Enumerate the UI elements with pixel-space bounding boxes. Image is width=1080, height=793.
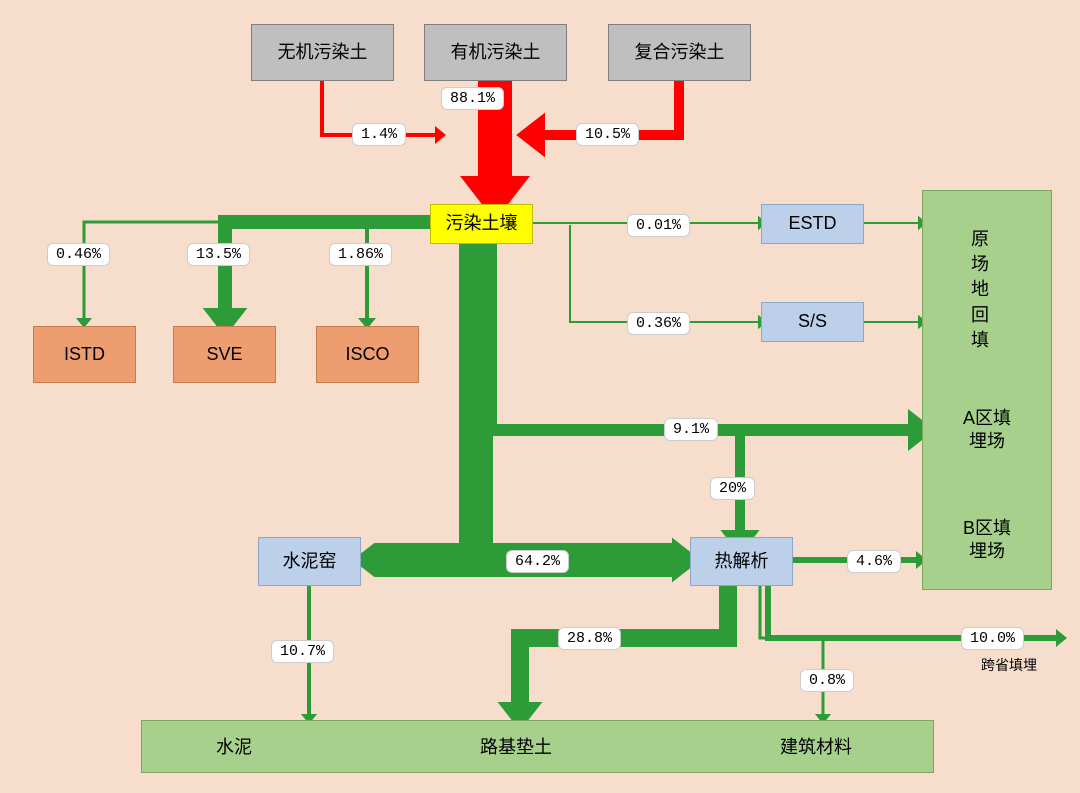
edge-label-pct_10_0: 10.0%	[961, 627, 1024, 650]
product-label-building: 建筑材料	[780, 733, 852, 759]
edge-e8	[570, 225, 758, 322]
edge-e5	[225, 222, 430, 308]
node-backfill: 原场地回填	[960, 190, 1000, 390]
edge-label-pct_10_5: 10.5%	[576, 123, 639, 146]
edge-label-pct_88_1: 88.1%	[441, 87, 504, 110]
edge-label-pct_28_8: 28.8%	[558, 627, 621, 650]
edge-label-pct_0_01: 0.01%	[627, 214, 690, 237]
node-src_organic: 有机污染土	[424, 24, 567, 81]
product-label-cement: 水泥	[216, 733, 252, 759]
node-src_composite: 复合污染土	[608, 24, 751, 81]
product-label-roadbase: 路基垫土	[480, 733, 552, 759]
free-text-cross_province: 跨省填埋	[981, 655, 1037, 675]
node-ss: S/S	[761, 302, 864, 342]
node-estd: ESTD	[761, 204, 864, 244]
node-landfill_b: B区填埋场	[922, 510, 1052, 570]
edge-label-pct_1_4: 1.4%	[352, 123, 406, 146]
node-sve: SVE	[173, 326, 276, 383]
node-landfill_a: A区填埋场	[922, 400, 1052, 460]
edge-label-pct_10_7: 10.7%	[271, 640, 334, 663]
edge-e13	[374, 244, 476, 560]
edge-e6	[367, 222, 430, 318]
node-src_inorganic: 无机污染土	[251, 24, 394, 81]
diagram-canvas: 无机污染土有机污染土复合污染土污染土壤 ISTD SVE ISCO ESTD S/S 水泥窑…	[0, 0, 1080, 793]
edge-label-pct_20: 20%	[710, 477, 755, 500]
edge-label-pct_9_1: 9.1%	[664, 418, 718, 441]
node-kiln: 水泥窑	[258, 537, 361, 586]
edge-label-pct_1_86: 1.86%	[329, 243, 392, 266]
edge-e4	[84, 222, 430, 318]
edge-e17	[520, 586, 728, 702]
edge-label-pct_0_8: 0.8%	[800, 669, 854, 692]
node-polluted_soil: 污染土壤	[430, 204, 533, 244]
edge-label-pct_0_46: 0.46%	[47, 243, 110, 266]
node-isco: ISCO	[316, 326, 419, 383]
edge-label-pct_0_36: 0.36%	[627, 312, 690, 335]
node-istd: ISTD	[33, 326, 136, 383]
edge-label-pct_4_6: 4.6%	[847, 550, 901, 573]
edges-layer	[0, 0, 1080, 793]
edge-label-pct_64_2: 64.2%	[506, 550, 569, 573]
edge-label-pct_13_5: 13.5%	[187, 243, 250, 266]
node-pyrolysis: 热解析	[690, 537, 793, 586]
